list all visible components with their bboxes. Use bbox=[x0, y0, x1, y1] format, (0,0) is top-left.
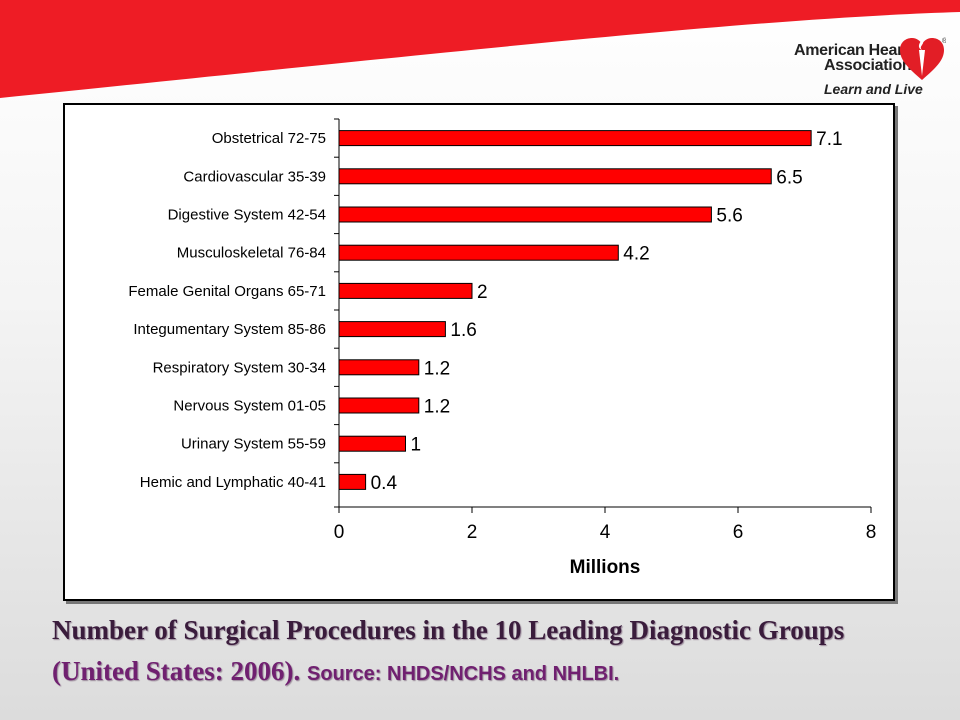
category-label: Digestive System 42-54 bbox=[168, 207, 326, 224]
data-label: 1.2 bbox=[424, 397, 450, 418]
data-label: 4.2 bbox=[623, 244, 649, 265]
bar bbox=[338, 168, 772, 185]
data-label: 1 bbox=[411, 435, 422, 456]
aha-logo: American Heart Association Learn and Liv… bbox=[788, 36, 958, 100]
category-label: Respiratory System 30-34 bbox=[153, 359, 326, 376]
logo-line-2: Association bbox=[824, 57, 912, 74]
x-tick-label: 0 bbox=[334, 522, 345, 543]
logo-tagline: Learn and Live bbox=[824, 81, 923, 97]
bar bbox=[338, 397, 420, 414]
data-label: 2 bbox=[477, 282, 488, 303]
category-label: Nervous System 01-05 bbox=[173, 398, 326, 415]
bar-chart: Obstetrical 72-75 7.1 Cardiovascular 35-39… bbox=[128, 118, 877, 578]
category-label: Musculoskeletal 76-84 bbox=[177, 245, 326, 262]
bar bbox=[338, 321, 446, 338]
data-label: 1.6 bbox=[450, 320, 476, 341]
bar bbox=[338, 282, 473, 299]
category-label: Integumentary System 85-86 bbox=[133, 321, 326, 338]
caption-main: Number of Surgical Procedures in the 10 … bbox=[52, 615, 845, 645]
bar bbox=[338, 435, 406, 452]
caption-parenthetical: (United States: 2006). bbox=[52, 656, 301, 686]
logo-line-1: American Heart bbox=[794, 42, 909, 59]
x-tick-label: 4 bbox=[600, 522, 611, 543]
category-label: Hemic and Lymphatic 40-41 bbox=[140, 474, 326, 491]
x-tick-label: 8 bbox=[866, 522, 877, 543]
x-tick-label: 6 bbox=[733, 522, 744, 543]
bar bbox=[338, 130, 812, 147]
bar bbox=[338, 206, 712, 223]
bar bbox=[338, 244, 619, 261]
registered-mark: ® bbox=[942, 37, 946, 45]
data-label: 7.1 bbox=[816, 129, 842, 150]
data-label: 5.6 bbox=[716, 206, 742, 227]
bar bbox=[338, 359, 420, 376]
header-banner bbox=[0, 0, 960, 98]
heart-torch-icon: ® bbox=[900, 37, 946, 80]
category-label: Cardiovascular 35-39 bbox=[183, 168, 326, 185]
caption-source: Source: NHDS/NCHS and NHLBI. bbox=[306, 663, 620, 685]
data-label: 1.2 bbox=[424, 358, 450, 379]
chart-frame: Obstetrical 72-75 7.1 Cardiovascular 35-39… bbox=[63, 103, 895, 601]
category-label: Female Genital Organs 65-71 bbox=[128, 283, 326, 300]
category-label: Obstetrical 72-75 bbox=[212, 130, 326, 147]
slide-caption: Number of Surgical Procedures in the 10 … bbox=[52, 610, 932, 695]
category-label: Urinary System 55-59 bbox=[181, 436, 326, 453]
data-label: 6.5 bbox=[776, 167, 802, 188]
x-axis-title: Millions bbox=[570, 557, 641, 578]
x-tick-label: 2 bbox=[467, 522, 478, 543]
bar bbox=[338, 473, 367, 490]
data-label: 0.4 bbox=[371, 473, 398, 494]
